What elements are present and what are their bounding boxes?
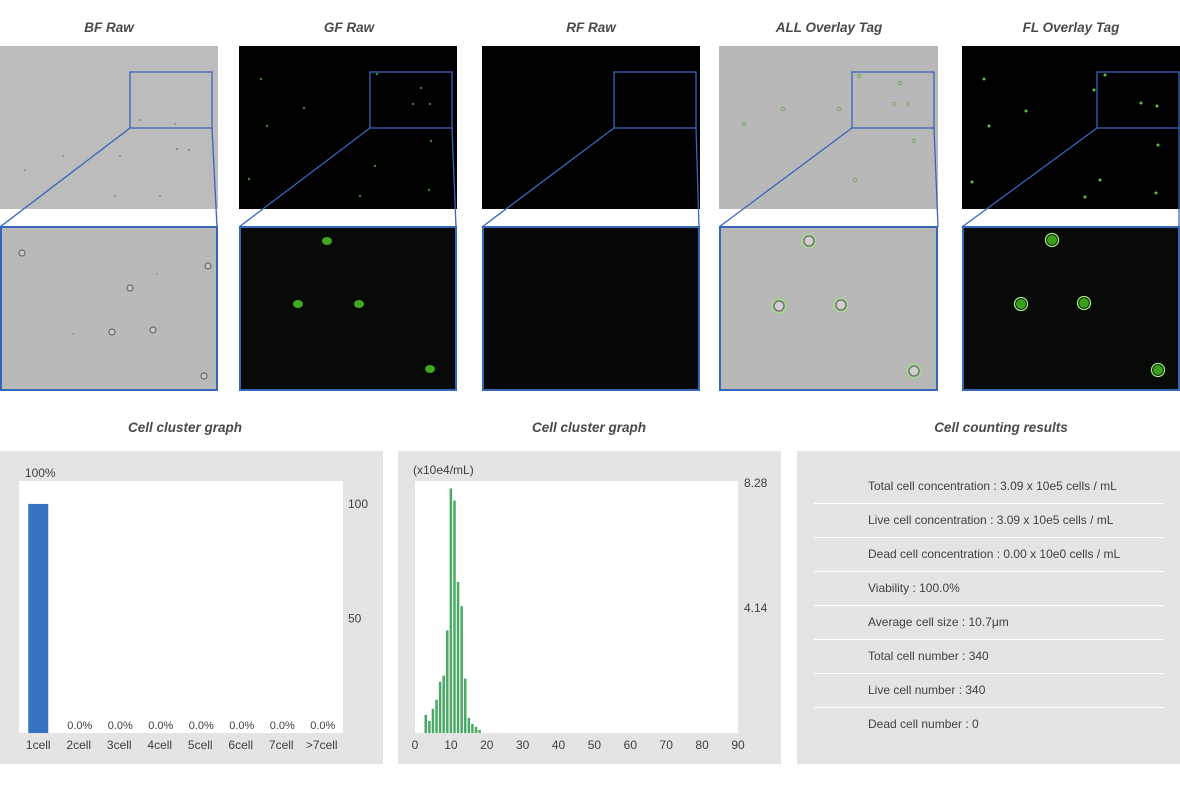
cluster-y-tick: 100 <box>348 497 368 511</box>
size-unit-label: (x10e4/mL) <box>413 463 474 477</box>
results-panel: Total cell concentration : 3.09 x 10e5 c… <box>797 451 1180 764</box>
result-viability: Viability : 100.0% <box>868 581 960 595</box>
cluster-value-label: 100% <box>25 466 56 480</box>
cluster-value-label: 0.0% <box>67 720 92 732</box>
bf-raw-zoom-view <box>0 226 218 391</box>
result-row: Viability : 100.0% <box>814 571 1164 606</box>
panel-title-gf: GF Raw <box>323 20 375 35</box>
cluster-x-tick: 3cell <box>107 738 132 752</box>
result-total-concentration: Total cell concentration : 3.09 x 10e5 c… <box>868 479 1117 493</box>
size-x-tick: 40 <box>552 738 566 752</box>
gf-raw-thumbnail[interactable] <box>239 46 457 209</box>
size-x-tick: 10 <box>444 738 458 752</box>
fl-overlay-thumbnail[interactable] <box>962 46 1180 209</box>
cluster-value-label: 0.0% <box>189 720 214 732</box>
size-bar <box>449 488 453 733</box>
size-bar <box>463 678 467 733</box>
size-bar <box>446 630 449 733</box>
all-overlay-zoom-view <box>719 226 938 391</box>
results-title: Cell counting results <box>934 420 1068 435</box>
result-live-concentration: Live cell concentration : 3.09 x 10e5 ce… <box>868 513 1114 527</box>
cluster-value-label: 0.0% <box>310 720 335 732</box>
rf-raw-zoom-view <box>482 226 700 391</box>
cluster-y-tick: 50 <box>348 611 362 625</box>
size-plot-area <box>415 481 738 733</box>
size-y-tick: 4.14 <box>744 601 768 615</box>
cluster-graph-title: Cell cluster graph <box>127 420 243 435</box>
fl-overlay-zoom-view <box>962 226 1180 391</box>
size-bar <box>453 500 456 733</box>
size-y-tick: 8.28 <box>744 476 768 490</box>
bf-raw-thumbnail[interactable] <box>0 46 218 209</box>
size-graph-panel: (x10e4/mL) 0 10 20 30 40 50 60 70 80 90 8.28 4.14 <box>398 451 781 764</box>
cluster-x-tick: 6cell <box>228 738 253 752</box>
size-bar <box>428 720 431 733</box>
cluster-bar <box>28 503 49 733</box>
cluster-value-label: 0.0% <box>270 720 295 732</box>
result-dead-concentration: Dead cell concentration : 0.00 x 10e0 ce… <box>868 547 1121 561</box>
panel-title-bf: BF Raw <box>84 20 134 35</box>
result-row: Dead cell number : 0 <box>814 707 1164 741</box>
cluster-plot-area <box>19 481 343 733</box>
size-bar <box>471 723 474 733</box>
size-x-tick: 90 <box>731 738 745 752</box>
cluster-x-tick: 5cell <box>188 738 213 752</box>
cluster-x-tick: 7cell <box>269 738 294 752</box>
size-bar <box>438 681 442 733</box>
rf-raw-thumbnail[interactable] <box>482 46 700 209</box>
size-x-tick: 60 <box>624 738 638 752</box>
cluster-value-label: 0.0% <box>108 720 133 732</box>
panel-title-fl-overlay: FL Overlay Tag <box>1022 20 1120 35</box>
size-bar <box>467 717 471 733</box>
result-average-size: Average cell size : 10.7μm <box>868 615 1009 629</box>
size-x-tick: 70 <box>660 738 674 752</box>
panel-title-rf: RF Raw <box>566 20 616 35</box>
panel-title-all-overlay: ALL Overlay Tag <box>775 20 883 35</box>
cluster-x-tick: >7cell <box>306 738 338 752</box>
result-row: Dead cell concentration : 0.00 x 10e0 ce… <box>814 537 1164 572</box>
size-bar <box>474 726 478 733</box>
cluster-x-tick: 2cell <box>66 738 91 752</box>
result-dead-number: Dead cell number : 0 <box>868 717 979 731</box>
result-row: Total cell number : 340 <box>814 639 1164 674</box>
size-x-tick: 0 <box>412 738 419 752</box>
zoom-connector-lines <box>0 127 1180 228</box>
cluster-graph-panel: 1cell 100% 2cell 0.0% 3cell 0.0% 4cell 0.0% 5cel… <box>0 451 383 764</box>
size-histogram: 0 10 20 30 40 50 60 70 80 90 8.28 4.14 <box>412 476 768 752</box>
size-bar <box>478 729 481 733</box>
cluster-x-tick: 4cell <box>147 738 172 752</box>
cluster-bar-chart: 1cell 100% 2cell 0.0% 3cell 0.0% 4cell 0.0% 5cel… <box>25 466 368 752</box>
result-total-number: Total cell number : 340 <box>868 649 989 663</box>
size-graph-title: Cell cluster graph <box>531 420 647 435</box>
size-x-tick: 30 <box>516 738 530 752</box>
result-row: Average cell size : 10.7μm <box>814 605 1164 640</box>
size-x-tick: 50 <box>588 738 602 752</box>
gf-raw-zoom-view <box>239 226 457 391</box>
cluster-value-label: 0.0% <box>148 720 173 732</box>
result-row: Live cell number : 340 <box>814 673 1164 708</box>
size-x-tick: 20 <box>480 738 494 752</box>
size-bar <box>442 675 445 733</box>
size-bar <box>431 708 435 733</box>
result-row: Total cell concentration : 3.09 x 10e5 c… <box>814 469 1164 504</box>
size-bar <box>460 606 463 733</box>
result-row: Live cell concentration : 3.09 x 10e5 ce… <box>814 503 1164 538</box>
result-live-number: Live cell number : 340 <box>868 683 986 697</box>
cluster-x-tick: 1cell <box>26 738 51 752</box>
size-bar <box>456 582 460 733</box>
size-bar <box>435 699 438 733</box>
all-overlay-thumbnail[interactable] <box>719 46 938 209</box>
cluster-value-label: 0.0% <box>229 720 254 732</box>
size-x-tick: 80 <box>695 738 709 752</box>
size-bar <box>424 714 428 733</box>
